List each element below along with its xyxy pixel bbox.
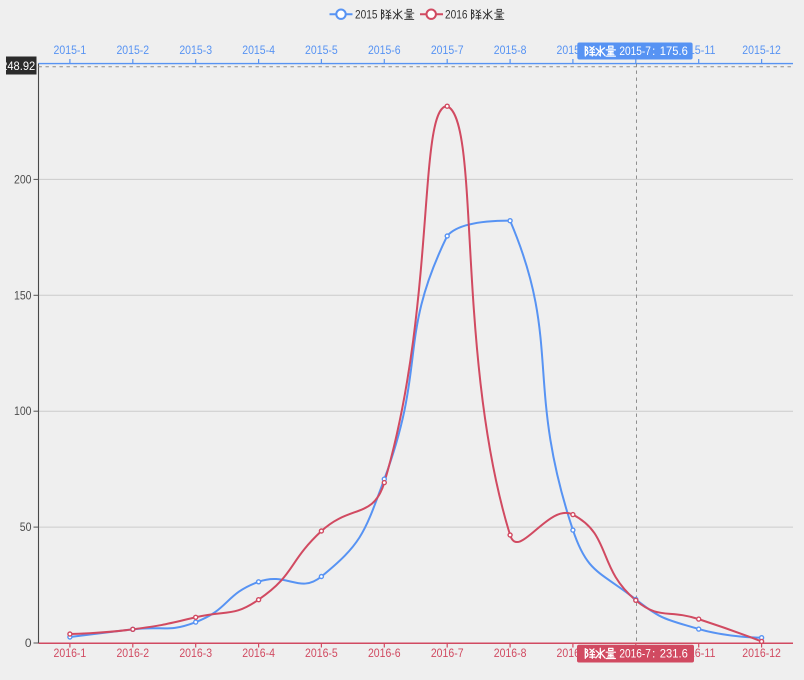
svg-text:2016-4: 2016-4	[242, 646, 275, 660]
svg-text:2015-6: 2015-6	[368, 43, 401, 57]
svg-text:2016-2: 2016-2	[116, 646, 149, 660]
svg-text:2016-6: 2016-6	[368, 646, 401, 660]
svg-text:175.6: 175.6	[660, 44, 688, 58]
svg-text:0: 0	[25, 636, 32, 650]
svg-text:2016-1: 2016-1	[54, 646, 87, 660]
svg-text:2015-5: 2015-5	[305, 43, 338, 57]
svg-text:2016-5: 2016-5	[305, 646, 338, 660]
svg-text:2015-12: 2015-12	[742, 43, 781, 57]
svg-text:2015-2: 2015-2	[116, 43, 149, 57]
svg-text:2015-3: 2015-3	[179, 43, 212, 57]
svg-text:248.92: 248.92	[1, 59, 35, 73]
svg-text:2015: 2015	[355, 7, 378, 21]
svg-text::: :	[652, 647, 655, 661]
svg-text:200: 200	[14, 172, 32, 186]
svg-text:2016-7: 2016-7	[431, 646, 464, 660]
svg-text:2015-8: 2015-8	[494, 43, 527, 57]
svg-text:2015-4: 2015-4	[242, 43, 275, 57]
svg-text:2016: 2016	[445, 7, 468, 21]
svg-text:2015-7: 2015-7	[431, 43, 464, 57]
svg-text:100: 100	[14, 404, 32, 418]
svg-text::: :	[652, 44, 655, 58]
svg-text:2015-7: 2015-7	[619, 44, 651, 58]
svg-text:231.6: 231.6	[660, 647, 688, 661]
svg-text:2015-1: 2015-1	[54, 43, 87, 57]
svg-text:2016-8: 2016-8	[494, 646, 527, 660]
svg-text:2016-3: 2016-3	[179, 646, 212, 660]
svg-text:50: 50	[20, 520, 32, 534]
svg-text:2016-12: 2016-12	[742, 646, 781, 660]
svg-text:2016-7: 2016-7	[619, 647, 651, 661]
svg-text:150: 150	[14, 288, 32, 302]
